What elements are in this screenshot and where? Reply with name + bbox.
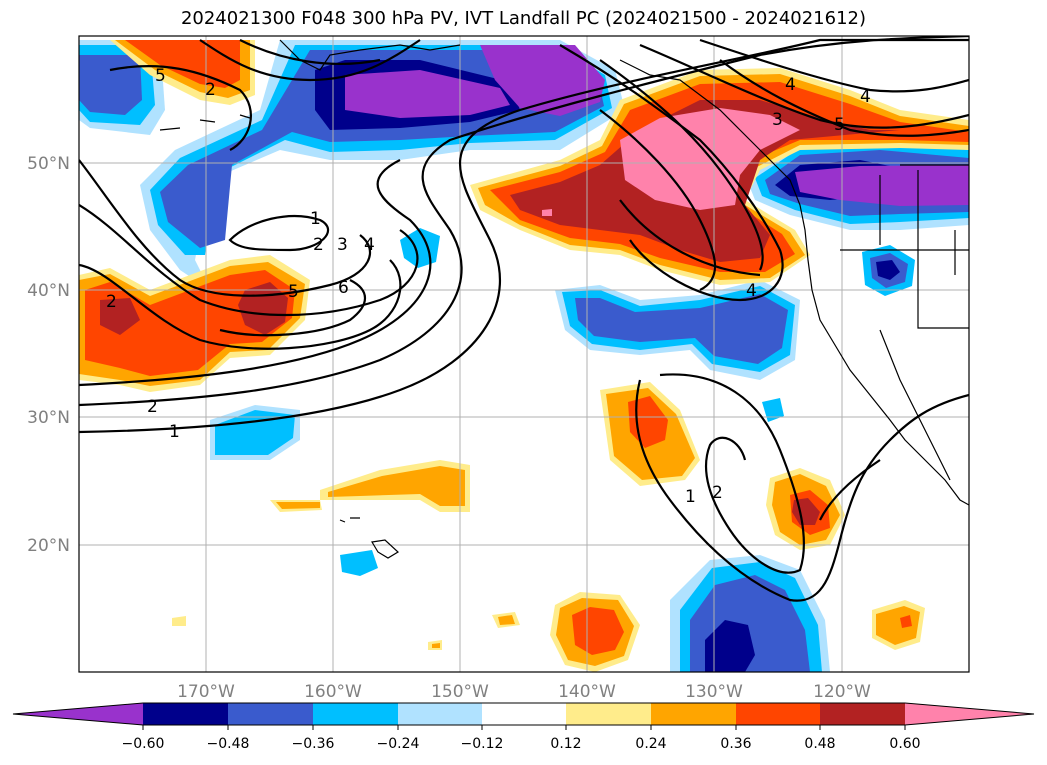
shaded-field [79,40,969,672]
contour-labels: 5 2 1 2 3 4 5 6 2 1 1 2 3 4 5 4 4 2 [106,66,871,507]
colorbar-swatch [482,703,566,725]
colorbar-swatch [398,703,482,725]
lat-label: 40°N [27,281,70,301]
colorbar-swatch [228,703,313,725]
colorbar-swatch [820,703,905,725]
contour-label: 4 [860,87,871,107]
colorbar-tick-label: 0.36 [720,736,751,752]
contour-label: 1 [310,209,321,229]
colorbar-tick-label: 0.48 [804,736,835,752]
colorbar: −0.60 −0.48 −0.36 −0.24 −0.12 0.12 0.24 … [12,702,1035,752]
colorbar-swatch [566,703,651,725]
colorbar-tick-label: −0.12 [461,736,504,752]
lon-label: 120°W [813,682,871,702]
contour-label: 2 [147,397,158,417]
graticule [79,36,969,672]
colorbar-tick-label: −0.48 [207,736,250,752]
lon-label: 140°W [558,682,616,702]
colorbar-extend-high [905,703,1034,725]
colorbar-tick-label: −0.36 [292,736,335,752]
contour-label: 2 [205,80,216,100]
contour-label: 1 [685,487,696,507]
pv-contours [79,36,969,602]
lon-tick-labels: 170°W 160°W 150°W 140°W 130°W 120°W [177,682,871,702]
contour-label: 3 [337,235,348,255]
contour-label: 4 [364,235,375,255]
contour-label: 2 [712,483,723,503]
lat-label: 50°N [27,154,70,174]
colorbar-swatch [736,703,820,725]
contour-label: 4 [785,75,796,95]
lon-label: 150°W [431,682,489,702]
colorbar-tick-label: 0.12 [550,736,581,752]
colorbar-extend-low [13,703,143,725]
lon-label: 160°W [304,682,362,702]
colorbar-tick-label: 0.24 [635,736,666,752]
contour-label: 5 [155,66,166,86]
contour-label: 2 [106,292,117,312]
contour-label: 6 [338,278,349,298]
colorbar-tick-label: 0.60 [889,736,920,752]
lat-label: 20°N [27,536,70,556]
colorbar-swatch [313,703,398,725]
map-title: 2024021300 F048 300 hPa PV, IVT Landfall… [180,8,867,29]
contour-label: 2 [313,235,324,255]
contour-label: 3 [772,110,783,130]
lon-label: 130°W [685,682,743,702]
contour-label: 1 [169,422,180,442]
lat-tick-labels: 50°N 40°N 30°N 20°N [27,154,70,556]
colorbar-swatch [651,703,736,725]
lon-label: 170°W [177,682,235,702]
colorbar-swatch [143,703,228,725]
map-frame [78,35,970,673]
colorbar-tick-label: −0.24 [377,736,420,752]
colorbar-tick-label: −0.60 [122,736,165,752]
contour-label: 5 [288,282,299,302]
lat-label: 30°N [27,408,70,428]
contour-label: 5 [834,115,845,135]
contour-label: 4 [746,281,757,301]
